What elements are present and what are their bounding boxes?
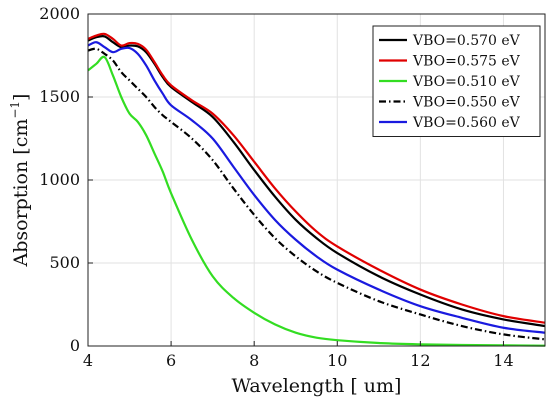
y-tick-label: 1000 [39,170,80,189]
x-axis-title: Wavelength [ um] [232,375,402,397]
x-tick-label: 14 [493,351,513,370]
legend-label-3: VBO=0.510 eV [412,74,521,90]
y-tick-label: 0 [70,336,80,355]
x-tick-label: 8 [249,351,259,370]
x-tick-label: 6 [166,351,176,370]
legend-label-5: VBO=0.560 eV [412,115,521,131]
series-line-1 [87,34,546,328]
series-line-5 [87,41,546,334]
x-tick-label: 12 [410,351,430,370]
y-tick-label: 1500 [39,87,80,106]
legend: VBO=0.570 eV VBO=0.575 eV VBO=0.510 eV VBO=… [372,25,541,137]
x-tick-label: 4 [83,351,93,370]
series-layer [87,32,546,347]
series-line-4 [87,47,546,341]
series-line-3 [87,55,546,347]
x-tick-label: 10 [327,351,347,370]
y-tick-label: 500 [49,253,80,272]
y-tick-label: 2000 [39,4,80,23]
y-axis-title-main: Absorption [cm [10,119,32,268]
y-axis-title: Absorption [cm−1] [8,94,32,268]
series-line-2 [87,32,546,324]
legend-label-2: VBO=0.575 eV [412,54,521,70]
axis-ticks: 4 6 8 10 12 14 0 500 1000 1500 2000 [39,4,513,370]
legend-label-1: VBO=0.570 eV [412,33,521,49]
y-axis-title-close: ] [10,94,32,101]
legend-label-4: VBO=0.550 eV [412,95,521,111]
y-axis-title-superscript: −1 [8,101,22,119]
